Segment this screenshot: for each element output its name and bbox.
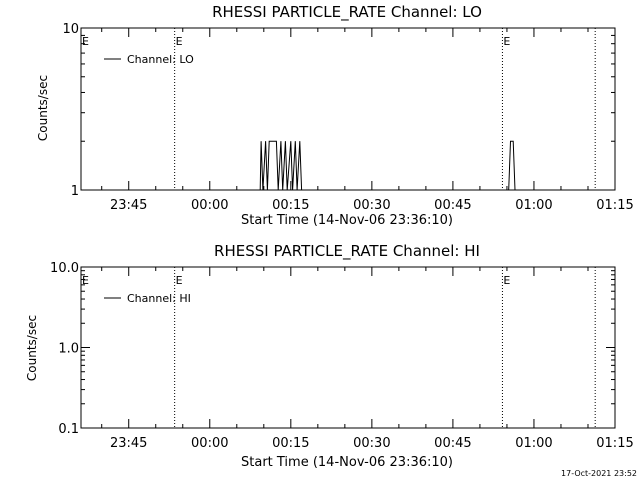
x-tick-label: 01:00 — [515, 198, 552, 213]
x-tick-label: 00:15 — [272, 436, 309, 451]
x-tick-label: 00:45 — [434, 198, 471, 213]
event-marker: E — [176, 35, 183, 48]
generation-timestamp: 17-Oct-2021 23:52 — [561, 469, 637, 478]
x-tick-label: 01:00 — [515, 436, 552, 451]
event-lines-lo: E EE — [82, 28, 596, 190]
x-axis-lo: 23:45 00:00 00:15 00:30 00:45 01:00 01:15 — [101, 28, 634, 213]
y-tick-label: 0.1 — [58, 422, 79, 437]
y-tick-label: 1.0 — [58, 342, 79, 357]
y-tick-label: 10 — [62, 22, 79, 37]
y-axis-lo: 1 10 — [62, 22, 615, 199]
chart-title-hi: RHESSI PARTICLE_RATE Channel: HI — [214, 242, 480, 261]
event-marker-start: E — [82, 35, 89, 48]
x-tick-label: 23:45 — [110, 198, 147, 213]
x-tick-label: 01:15 — [596, 436, 633, 451]
x-tick-label: 23:45 — [110, 436, 147, 451]
legend-lo: Channel: LO — [104, 53, 194, 66]
event-marker: E — [503, 274, 510, 287]
x-axis-label-hi: Start Time (14-Nov-06 23:36:10) — [241, 455, 453, 470]
event-marker: E — [503, 35, 510, 48]
legend-hi: Channel: HI — [104, 292, 191, 305]
x-tick-label: 00:15 — [272, 198, 309, 213]
x-tick-label: 00:45 — [434, 436, 471, 451]
x-axis-hi: 23:45 00:00 00:15 00:30 00:45 01:00 01:15 — [101, 267, 634, 451]
x-axis-label-lo: Start Time (14-Nov-06 23:36:10) — [241, 213, 453, 228]
hi-channel-panel: RHESSI PARTICLE_RATE Channel: HI E E E 0.1… — [25, 242, 634, 470]
x-tick-label: 01:15 — [596, 198, 633, 213]
x-tick-label: 00:00 — [191, 436, 228, 451]
event-marker-start: E — [82, 274, 89, 287]
y-axis-label-hi: Counts/sec — [25, 315, 39, 381]
x-tick-label: 00:00 — [191, 198, 228, 213]
y-axis-label-lo: Counts/sec — [36, 75, 50, 141]
lo-channel-panel: RHESSI PARTICLE_RATE Channel: LO E E E 1 10… — [36, 3, 634, 228]
x-tick-label: 00:30 — [353, 198, 390, 213]
event-marker: E — [176, 274, 183, 287]
series-line — [508, 140, 516, 191]
x-tick-label: 00:30 — [353, 436, 390, 451]
plot-frame-lo — [80, 27, 616, 191]
legend-entry-hi: Channel: HI — [127, 292, 191, 305]
series-lo — [259, 140, 516, 191]
legend-entry-lo: Channel: LO — [127, 53, 194, 66]
y-tick-label: 10.0 — [50, 261, 79, 276]
event-lines-hi: E EE — [82, 267, 596, 428]
y-tick-label: 1 — [71, 184, 79, 199]
chart-title-lo: RHESSI PARTICLE_RATE Channel: LO — [212, 3, 482, 22]
y-axis-hi: 0.1 1.0 10.0 — [50, 261, 615, 437]
series-line — [259, 140, 303, 191]
